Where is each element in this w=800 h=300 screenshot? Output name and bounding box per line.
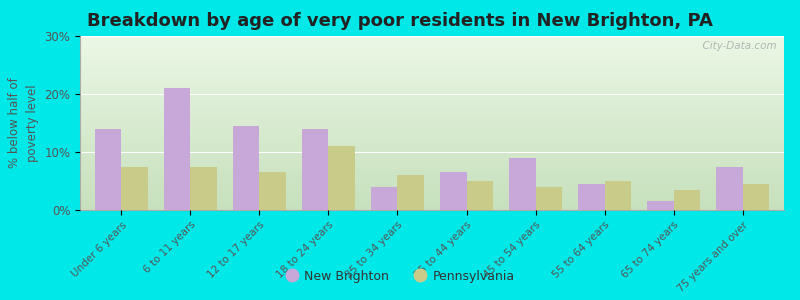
Bar <box>398 175 424 210</box>
Bar <box>466 181 493 210</box>
Bar <box>716 167 742 210</box>
Bar <box>605 181 630 210</box>
Bar <box>578 184 605 210</box>
Bar <box>259 172 286 210</box>
Bar <box>122 167 148 210</box>
Bar <box>302 129 329 210</box>
Text: Breakdown by age of very poor residents in New Brighton, PA: Breakdown by age of very poor residents … <box>87 12 713 30</box>
Text: City-Data.com: City-Data.com <box>696 41 777 51</box>
Bar <box>647 201 674 210</box>
Bar <box>190 167 217 210</box>
Bar <box>371 187 398 210</box>
Bar <box>164 88 190 210</box>
Bar <box>742 184 769 210</box>
Bar <box>440 172 466 210</box>
Bar <box>329 146 354 210</box>
Bar <box>535 187 562 210</box>
Y-axis label: % below half of
poverty level: % below half of poverty level <box>8 78 38 168</box>
Legend: New Brighton, Pennsylvania: New Brighton, Pennsylvania <box>280 265 520 288</box>
Bar <box>234 126 259 210</box>
Bar <box>510 158 535 210</box>
Bar <box>95 129 122 210</box>
Bar <box>674 190 700 210</box>
